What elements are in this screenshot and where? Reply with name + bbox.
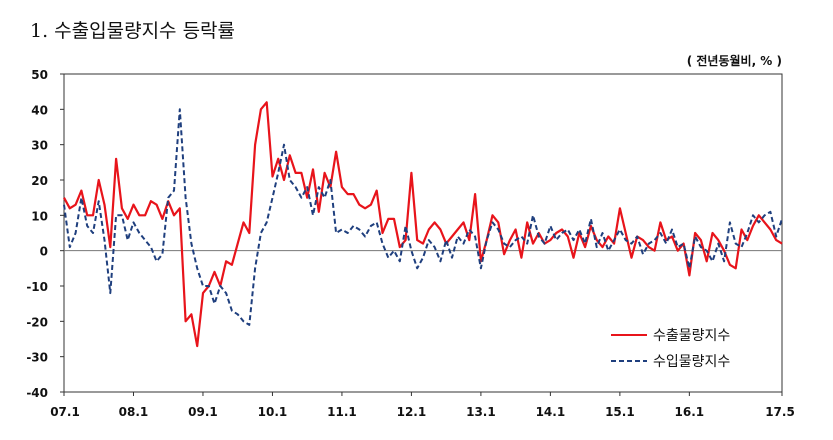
chart-title: 1. 수출입물량지수 등락률	[30, 20, 235, 42]
x-tick-label: 09.1	[188, 405, 218, 419]
x-tick-label: 08.1	[119, 405, 149, 419]
x-tick-label: 17.5	[765, 405, 795, 419]
y-tick-label: -40	[26, 386, 48, 400]
x-tick-label: 14.1	[536, 405, 566, 419]
y-tick-label: -10	[26, 280, 48, 294]
y-tick-label: 20	[31, 174, 48, 188]
y-tick-label: 10	[31, 209, 48, 223]
y-axis: 50 40 30 20 10 0 -10 -20 -30 -40	[26, 68, 64, 400]
x-tick-label: 13.1	[466, 405, 496, 419]
x-tick-label: 07.1	[50, 405, 80, 419]
y-tick-label: 30	[31, 139, 48, 153]
legend: 수출물량지수 수입물량지수	[611, 328, 730, 370]
series-group	[63, 101, 783, 348]
y-tick-label: 0	[40, 245, 48, 259]
legend-label-export: 수출물량지수	[653, 328, 730, 344]
x-tick-label: 16.1	[675, 405, 705, 419]
x-tick-label: 15.1	[605, 405, 635, 419]
y-tick-label: 40	[31, 103, 48, 117]
x-tick-label: 12.1	[397, 405, 427, 419]
y-tick-label: 50	[31, 68, 48, 82]
plot-area: 50 40 30 20 10 0 -10 -20 -30 -40 07.1 08.1 09.1 10.1…	[26, 68, 794, 419]
y-tick-label: -20	[26, 315, 48, 329]
unit-label: ( 전년동월비, % )	[687, 53, 782, 68]
plot-frame	[63, 73, 783, 393]
x-tick-label: 10.1	[258, 405, 288, 419]
series-line-export	[63, 101, 783, 348]
y-tick-label: -30	[26, 351, 48, 365]
legend-label-import: 수입물량지수	[653, 354, 730, 370]
series-line-import	[63, 108, 783, 326]
x-tick-label: 11.1	[327, 405, 357, 419]
x-axis: 07.1 08.1 09.1 10.1 11.1 12.1 13.1 14.1 15.1 16.1…	[50, 392, 795, 419]
